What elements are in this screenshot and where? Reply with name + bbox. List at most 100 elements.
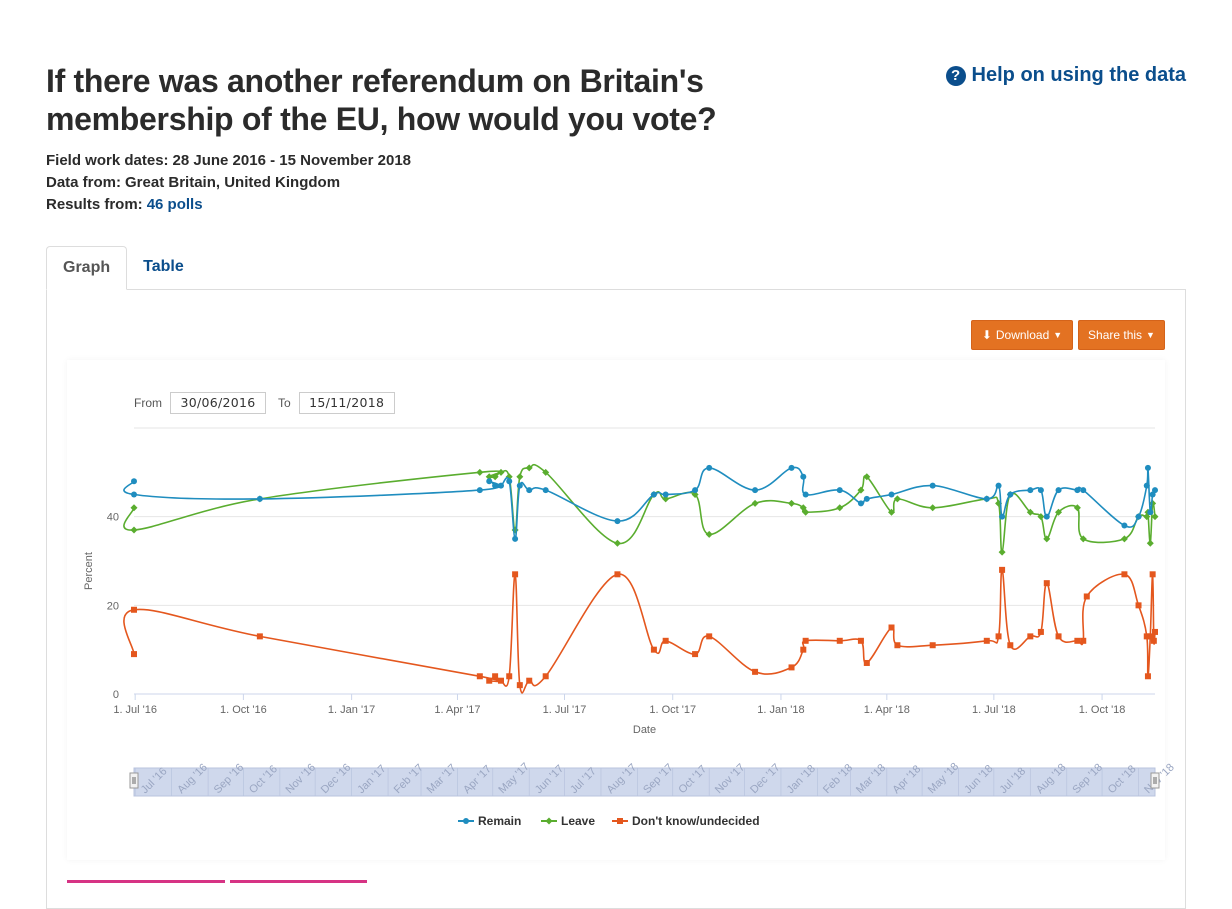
question-circle-icon: ? [945, 65, 966, 86]
x-tick-label: 1. Jul '16 [113, 704, 157, 716]
data-point [542, 673, 549, 680]
data-point [1149, 491, 1156, 498]
legend-label: Leave [561, 814, 595, 828]
data-point [526, 677, 533, 684]
caret-down-icon: ▼ [1053, 330, 1063, 340]
data-point [836, 487, 843, 494]
data-point [486, 478, 493, 485]
data-point [650, 646, 657, 653]
share-label: Share this [1088, 328, 1143, 342]
data-point [751, 499, 759, 507]
data-point [614, 518, 621, 525]
legend-swatch-marker [545, 817, 553, 825]
data-point [1079, 535, 1087, 543]
from-date-input[interactable]: 30/06/2016 [170, 392, 266, 414]
data-point [1150, 637, 1157, 644]
pink-button[interactable] [67, 880, 225, 883]
data-point [836, 637, 843, 644]
series-markers [131, 464, 1158, 542]
series-line-square [123, 569, 1156, 694]
data-point [256, 495, 263, 502]
data-point [1080, 487, 1087, 494]
navigator-handle[interactable] [1150, 772, 1160, 789]
series-markers [131, 566, 1158, 689]
from-label: From [134, 396, 162, 410]
tab-table[interactable]: Table [143, 258, 184, 275]
data-point [1027, 487, 1034, 494]
data-point [497, 677, 504, 684]
download-button[interactable]: ⬇ Download ▼ [971, 320, 1073, 350]
x-tick-label: 1. Jul '18 [972, 704, 1016, 716]
data-point [511, 526, 519, 534]
data-point [1074, 487, 1081, 494]
x-tick-label: 1. Jan '18 [757, 704, 804, 716]
to-date-input[interactable]: 15/11/2018 [298, 392, 395, 414]
help-link-label: Help on using the data [971, 64, 1186, 86]
data-point [863, 495, 870, 502]
polls-link[interactable]: 46 polls [146, 196, 203, 213]
legend-label: Remain [478, 814, 521, 828]
data-point [995, 633, 1002, 640]
data-point [1007, 642, 1014, 649]
series-markers [130, 464, 1159, 556]
data-point [983, 637, 990, 644]
download-icon: ⬇ [981, 328, 992, 342]
data-point [525, 464, 533, 472]
data-point [692, 487, 699, 494]
data-point [863, 659, 870, 666]
data-point [485, 473, 493, 481]
legend-swatch-marker [463, 818, 469, 824]
data-point [542, 487, 549, 494]
data-point [1080, 637, 1087, 644]
data-point [662, 495, 670, 503]
legend-item[interactable]: Remain [458, 814, 521, 828]
data-point [1135, 513, 1142, 520]
pink-button[interactable] [230, 880, 367, 883]
caret-down-icon: ▼ [1146, 330, 1155, 340]
data-point [662, 637, 669, 644]
x-tick-label: 1. Apr '17 [434, 704, 480, 716]
data-point [131, 651, 137, 658]
data-point [995, 482, 1002, 489]
results-from-label: Results from: [46, 196, 143, 213]
data-point [706, 633, 713, 640]
data-point [1074, 637, 1081, 644]
data-point [1144, 673, 1151, 680]
x-tick-label: 1. Oct '17 [649, 704, 696, 716]
field-work-label: Field work dates: [46, 152, 169, 169]
data-point [131, 478, 137, 485]
legend-item[interactable]: Don't know/undecided [612, 814, 760, 828]
tab-graph[interactable]: Graph [46, 246, 128, 290]
data-point [888, 624, 895, 631]
data-point [516, 482, 523, 489]
legend-item[interactable]: Leave [541, 814, 595, 828]
data-point [1073, 504, 1081, 512]
data-point [1146, 539, 1154, 547]
data-point [476, 487, 483, 494]
data-point [512, 571, 519, 578]
data-point [929, 482, 936, 489]
x-axis-title: Date [633, 724, 656, 736]
data-point [863, 473, 871, 481]
share-button[interactable]: Share this ▼ [1078, 320, 1165, 350]
x-tick-label: 1. Jan '17 [328, 704, 375, 716]
help-link[interactable]: ? Help on using the data [945, 64, 1186, 87]
data-point [516, 473, 524, 481]
data-point [888, 508, 896, 516]
data-point [1147, 509, 1154, 516]
data-point [1037, 487, 1044, 494]
page-title: If there was another referendum on Brita… [46, 63, 717, 137]
data-point [506, 478, 513, 485]
data-point [1007, 491, 1014, 498]
data-point [788, 499, 796, 507]
data-point [491, 473, 499, 481]
data-point [691, 491, 699, 498]
data-point [706, 464, 713, 471]
navigator-handle[interactable] [129, 772, 139, 789]
data-point [1055, 508, 1063, 516]
data-point [497, 482, 504, 489]
data-point [1143, 633, 1150, 640]
data-point [476, 468, 484, 476]
date-range-selector: From 30/06/2016 To 15/11/2018 [134, 392, 407, 414]
y-tick-label: 20 [107, 600, 119, 612]
